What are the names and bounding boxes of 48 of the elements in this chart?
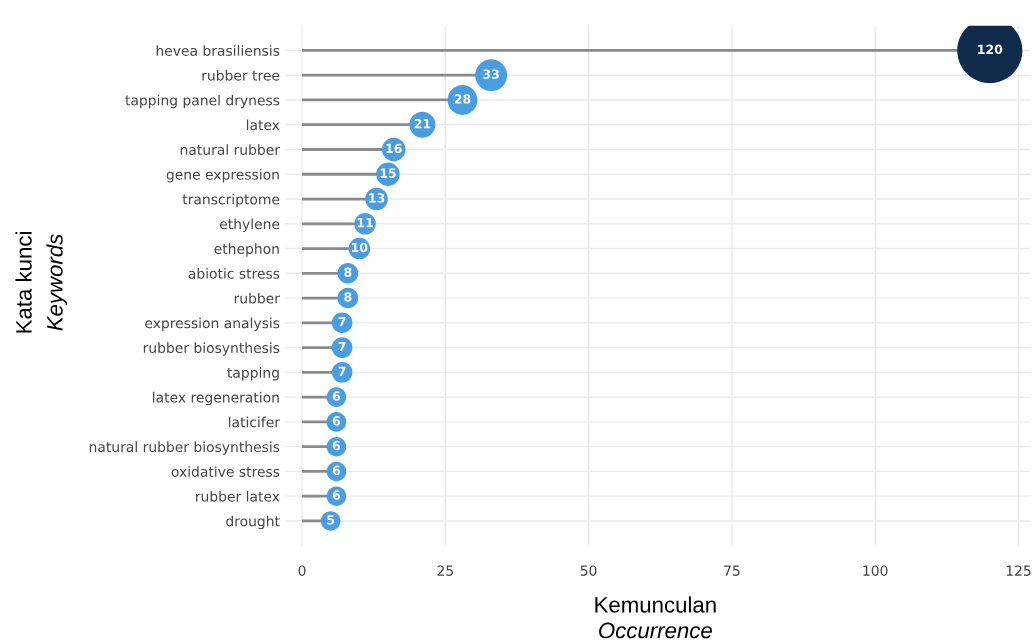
x-tick-label: 100 <box>863 565 888 576</box>
data-label: 6 <box>332 465 341 476</box>
data-label: 33 <box>483 69 499 79</box>
y-axis-title: Kata kunci Keywords <box>15 232 68 333</box>
data-label: 120 <box>978 44 1003 55</box>
y-tick-label: rubber tree <box>202 69 280 81</box>
data-label: 7 <box>338 366 346 376</box>
x-axis-title: Kemunculan Occurrence <box>595 596 716 639</box>
data-label: 8 <box>344 292 352 302</box>
y-tick-label: natural rubber biosynthesis <box>89 441 280 455</box>
y-tick-label: ethylene <box>219 218 280 232</box>
y-tick-label: ethephon <box>214 243 279 257</box>
y-tick-label: abiotic stress <box>188 268 280 279</box>
y-tick-label: laticifer <box>228 416 280 428</box>
data-label: 6 <box>332 490 341 500</box>
y-tick-label: transcriptome <box>182 193 280 208</box>
data-label: 8 <box>344 267 352 277</box>
data-label: 21 <box>414 118 431 129</box>
x-tick-label: 0 <box>298 565 306 576</box>
x-tick-label: 75 <box>724 565 740 576</box>
x-tick-label: 125 <box>1006 565 1031 576</box>
data-label: 5 <box>327 515 335 525</box>
y-tick-label: gene expression <box>166 168 279 183</box>
data-label: 6 <box>332 440 341 451</box>
data-label: 13 <box>369 193 385 203</box>
y-tick-label: rubber <box>234 292 280 304</box>
y-tick-label: oxidative stress <box>171 466 280 477</box>
data-label: 6 <box>332 416 341 426</box>
y-tick-label: hevea brasiliensis <box>156 45 280 56</box>
y-tick-label: rubber latex <box>196 490 280 502</box>
y-tick-label: tapping panel dryness <box>125 94 280 109</box>
y-tick-label: tapping <box>227 367 279 381</box>
data-label: 7 <box>338 317 346 327</box>
y-tick-label: expression analysis <box>145 317 280 331</box>
y-tick-label: drought <box>226 515 280 530</box>
data-label: 11 <box>357 218 373 228</box>
y-tick-label: latex regeneration <box>153 391 279 406</box>
data-label: 7 <box>338 341 346 352</box>
data-label: 16 <box>386 143 402 154</box>
data-label: 6 <box>332 391 341 401</box>
x-tick-label: 25 <box>437 565 453 576</box>
y-tick-label: rubber biosynthesis <box>143 342 280 356</box>
y-tick-label: latex <box>246 119 280 131</box>
data-label: 28 <box>454 94 471 104</box>
x-tick-label: 50 <box>580 565 597 576</box>
data-label: 15 <box>380 168 396 178</box>
y-tick-label: natural rubber <box>180 144 280 155</box>
data-label: 10 <box>352 242 368 253</box>
